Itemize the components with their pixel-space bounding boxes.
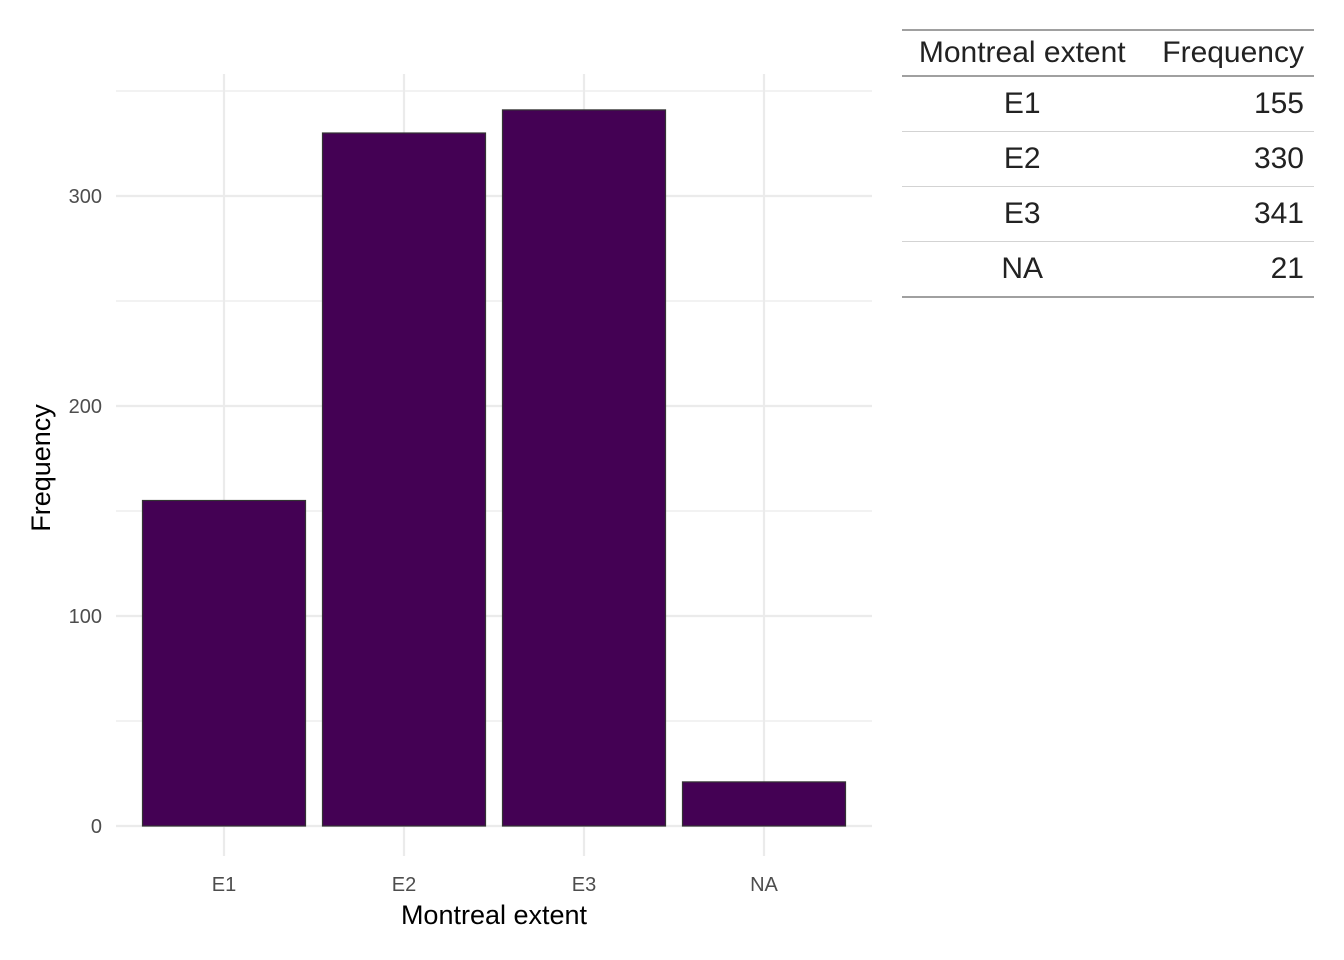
x-tick-label: E1 [212,874,236,896]
bar-na [681,781,847,827]
bar-chart: 0 100 200 300 E1 E2 E3 NA Montreal extent Freq… [26,74,872,930]
table-row: NA 21 [902,241,1314,297]
x-axis-tick-labels: E1 E2 E3 NA [212,874,779,896]
bar-e2 [321,132,487,827]
frequency-table: Montreal extent Frequency E1 155 E2 330 … [902,29,1314,298]
bar-e1 [141,499,307,827]
table-cell-category: E1 [1003,87,1041,120]
y-axis-title: Frequency [26,404,56,532]
y-tick-label: 100 [69,606,102,628]
y-tick-label: 200 [69,396,102,418]
table-row: E3 341 [902,186,1314,242]
table-row: E2 330 [902,131,1314,187]
x-tick-label: NA [750,874,778,896]
table-cell-category: E2 [902,131,1143,187]
x-tick-label: E2 [392,874,416,896]
table-cell-frequency: 155 [1253,87,1304,120]
y-tick-label: 0 [91,816,102,838]
table-cell-frequency: 330 [1142,131,1314,187]
bars [141,109,847,827]
column-header-montreal-extent: Montreal extent [902,30,1143,77]
x-tick-label: E3 [572,874,596,896]
column-header-frequency: Frequency [1142,30,1314,77]
table-row: E1 155 [902,76,1314,132]
table-cell-category: NA [902,241,1143,297]
table-cell-category: E3 [902,186,1143,242]
y-axis-tick-labels: 0 100 200 300 [69,186,102,838]
table-header-row: Montreal extent Frequency [902,30,1314,77]
table-cell-frequency: 21 [1142,241,1314,297]
x-axis-title: Montreal extent [401,900,588,930]
table-cell-frequency: 341 [1142,186,1314,242]
y-tick-label: 300 [69,186,102,208]
bar-e3 [501,109,667,827]
